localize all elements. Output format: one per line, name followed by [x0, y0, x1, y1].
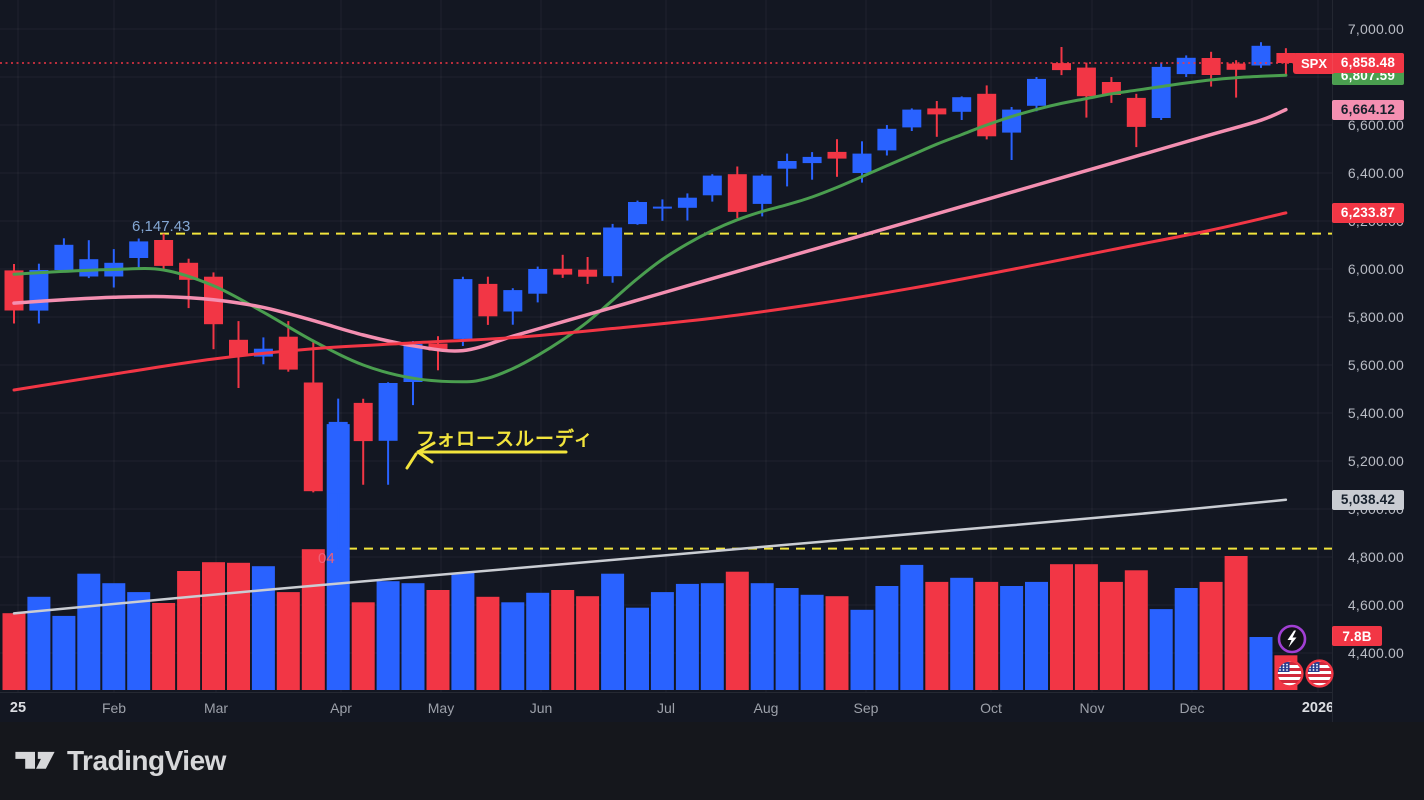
annotation-text[interactable]: フォロースルーディ	[416, 429, 594, 450]
price-axis-label: 5,600.00	[1347, 357, 1404, 373]
price-axis-label: 7,000.00	[1347, 21, 1404, 37]
time-axis-label: Aug	[753, 700, 779, 716]
ma-white	[12, 498, 1288, 615]
ma-red-value: 6,233.87	[1332, 202, 1404, 223]
price-chart-canvas[interactable]	[0, 0, 1424, 722]
price-level-label: 6,147.43	[132, 218, 191, 235]
time-axis-label: Sep	[853, 700, 879, 716]
time-axis-label: Feb	[101, 700, 127, 716]
time-axis-label: Jun	[529, 700, 553, 716]
time-axis-label: 2026	[1301, 700, 1332, 716]
ma-pink-value: 6,664.12	[1332, 99, 1404, 120]
price-level-label: 04	[318, 550, 335, 567]
ma-white-value: 5,038.42	[1332, 489, 1404, 510]
ma-green	[12, 73, 1288, 384]
time-axis-label: Nov	[1079, 700, 1105, 716]
us-flag-event-icon[interactable]	[1274, 658, 1305, 689]
ma-pink	[12, 107, 1288, 353]
tradingview-logo-icon	[15, 751, 55, 769]
price-axis-label: 6,000.00	[1347, 261, 1404, 277]
price-axis-label: 6,600.00	[1347, 117, 1404, 133]
time-axis-label: 25	[9, 700, 27, 716]
price-axis-label: 4,800.00	[1347, 549, 1404, 565]
us-flag-event-icon[interactable]	[1304, 658, 1335, 689]
price-axis-label: 4,400.00	[1347, 645, 1404, 661]
bottom-bar: TradingView	[0, 722, 1424, 800]
time-axis[interactable]: 25 Feb Mar Apr May Jun Jul Aug Sep Oct Nov Dec 2026	[0, 692, 1332, 723]
lightning-event-icon[interactable]	[1276, 623, 1308, 655]
time-axis-label: Apr	[330, 700, 352, 716]
tradingview-logo-text: TradingView	[67, 745, 226, 776]
time-axis-label: May	[427, 700, 455, 716]
last-price-value: 6,858.48	[1332, 52, 1404, 73]
price-axis-label: 5,800.00	[1347, 309, 1404, 325]
axis-separator	[1332, 0, 1333, 722]
price-axis-label: 4,600.00	[1347, 597, 1404, 613]
annotation-arrow	[405, 441, 568, 470]
symbol-badge: SPX	[1293, 53, 1335, 74]
price-axis-label: 5,200.00	[1347, 453, 1404, 469]
tradingview-logo[interactable]: TradingView	[14, 742, 226, 780]
time-axis-label: Mar	[203, 700, 229, 716]
time-axis-label: Dec	[1179, 700, 1205, 716]
ma-red	[12, 211, 1288, 392]
time-axis-label: Jul	[657, 700, 675, 716]
time-axis-label: Oct	[980, 700, 1002, 716]
volume-value: 7.8B	[1332, 626, 1382, 646]
price-axis-label: 5,400.00	[1347, 405, 1404, 421]
price-axis-label: 6,400.00	[1347, 165, 1404, 181]
